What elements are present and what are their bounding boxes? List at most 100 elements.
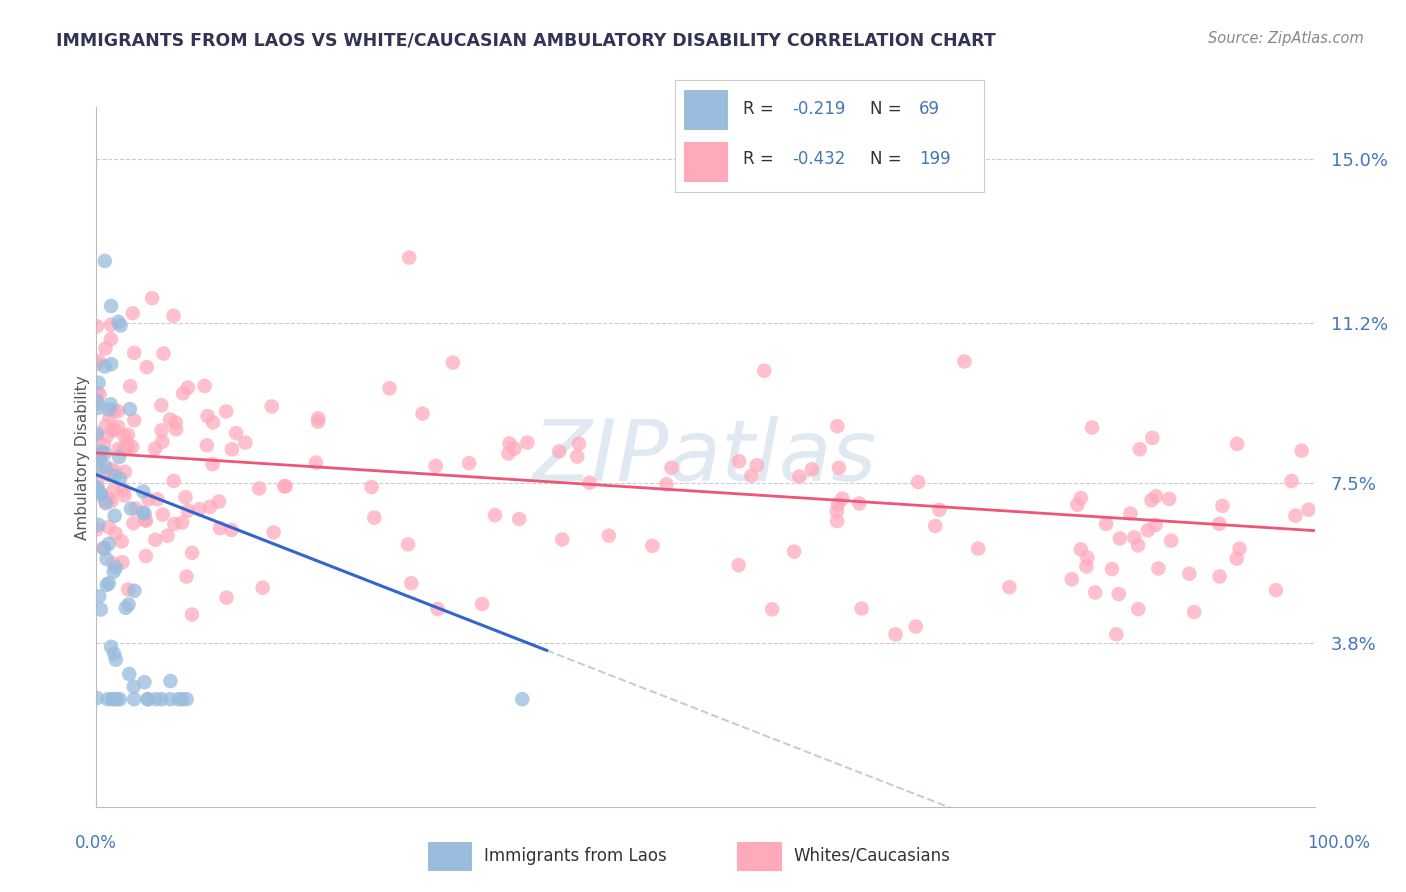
Point: [1076, 559, 1098, 574]
Point: [198, 500, 221, 514]
Point: [118, 667, 141, 681]
Point: [1084, 585, 1107, 599]
Point: [1140, 493, 1163, 508]
Point: [93, 541, 115, 555]
Point: [907, 475, 929, 489]
Point: [117, 440, 139, 454]
Point: [94, 342, 117, 356]
Point: [167, 692, 190, 706]
Point: [1128, 602, 1150, 616]
Point: [87, 471, 110, 485]
Point: [510, 692, 533, 706]
Point: [103, 647, 125, 661]
FancyBboxPatch shape: [427, 842, 471, 870]
Point: [825, 514, 848, 528]
Point: [150, 692, 173, 706]
Point: [135, 549, 157, 563]
Point: [100, 299, 122, 313]
Point: [108, 450, 131, 464]
Point: [578, 475, 600, 490]
Point: [163, 474, 186, 488]
Text: N =: N =: [870, 150, 907, 168]
FancyBboxPatch shape: [685, 142, 727, 180]
Point: [1159, 491, 1181, 506]
Point: [1264, 583, 1286, 598]
Point: [426, 602, 449, 616]
Point: [221, 523, 243, 537]
Point: [110, 318, 132, 333]
Point: [94, 446, 117, 460]
Point: [1126, 538, 1149, 552]
Point: [1108, 532, 1130, 546]
Point: [111, 555, 134, 569]
Point: [471, 597, 494, 611]
Point: [97, 537, 120, 551]
Point: [1142, 431, 1164, 445]
Point: [1178, 566, 1201, 581]
Point: [998, 580, 1021, 594]
Point: [98, 410, 121, 425]
Point: [831, 491, 853, 506]
Text: IMMIGRANTS FROM LAOS VS WHITE/CAUCASIAN AMBULATORY DISABILITY CORRELATION CHART: IMMIGRANTS FROM LAOS VS WHITE/CAUCASIAN …: [56, 31, 995, 49]
Point: [90, 444, 112, 458]
Point: [122, 346, 145, 360]
Point: [141, 291, 163, 305]
Point: [503, 442, 526, 456]
FancyBboxPatch shape: [737, 842, 780, 870]
Point: [260, 400, 283, 414]
Point: [201, 457, 224, 471]
Point: [193, 379, 215, 393]
Point: [93, 438, 115, 452]
Point: [86, 522, 108, 536]
Point: [107, 420, 129, 434]
Point: [156, 529, 179, 543]
Text: ZIPatlas: ZIPatlas: [533, 416, 877, 499]
Point: [117, 582, 139, 597]
Point: [87, 462, 110, 476]
Point: [97, 692, 120, 706]
Point: [89, 453, 111, 467]
Point: [827, 419, 849, 434]
Point: [87, 376, 110, 390]
Point: [118, 402, 141, 417]
Point: [97, 468, 120, 483]
Point: [176, 692, 198, 706]
Point: [122, 692, 145, 706]
Point: [273, 479, 295, 493]
Point: [112, 483, 135, 497]
Point: [100, 494, 122, 508]
Point: [1081, 420, 1104, 434]
Point: [1129, 442, 1152, 457]
Point: [1060, 572, 1083, 586]
Point: [1211, 499, 1233, 513]
Point: [1281, 474, 1303, 488]
Text: N =: N =: [870, 100, 907, 118]
Point: [114, 442, 136, 457]
Point: [215, 591, 238, 605]
Point: [159, 674, 181, 689]
Point: [401, 576, 423, 591]
Point: [159, 692, 181, 706]
Point: [188, 502, 211, 516]
Point: [94, 254, 117, 268]
Point: [103, 565, 125, 579]
Y-axis label: Ambulatory Disability: Ambulatory Disability: [75, 375, 90, 540]
Point: [163, 516, 186, 531]
Point: [1095, 516, 1118, 531]
Point: [568, 436, 591, 450]
Point: [90, 487, 112, 501]
Point: [97, 520, 120, 534]
Point: [1144, 489, 1167, 503]
Point: [1229, 541, 1251, 556]
Point: [1291, 443, 1313, 458]
Point: [801, 462, 824, 476]
Point: [165, 422, 187, 436]
Point: [112, 442, 135, 457]
Point: [305, 456, 328, 470]
Point: [498, 436, 520, 450]
Point: [98, 491, 121, 506]
Point: [202, 416, 225, 430]
Point: [1136, 524, 1159, 538]
Point: [104, 653, 127, 667]
Point: [825, 504, 848, 518]
